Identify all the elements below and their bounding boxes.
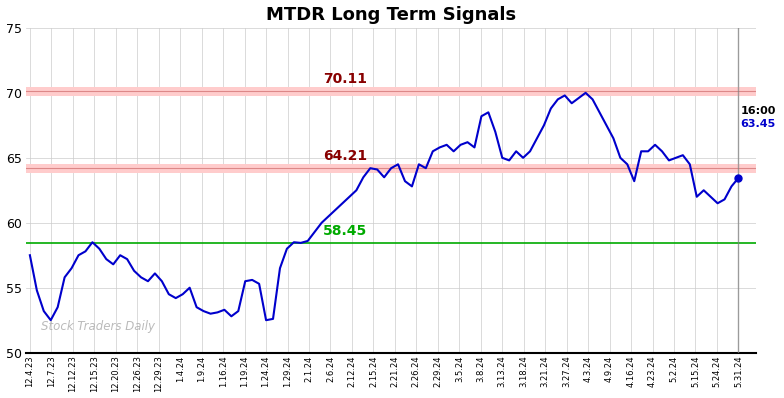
Text: 70.11: 70.11 xyxy=(323,72,367,86)
Text: Stock Traders Daily: Stock Traders Daily xyxy=(41,320,155,333)
Text: 16:00: 16:00 xyxy=(741,106,776,116)
Text: 63.45: 63.45 xyxy=(741,119,775,129)
Text: 64.21: 64.21 xyxy=(323,149,367,163)
Title: MTDR Long Term Signals: MTDR Long Term Signals xyxy=(266,6,516,23)
Text: 58.45: 58.45 xyxy=(322,224,367,238)
Bar xyxy=(27,164,756,173)
Bar xyxy=(27,87,756,96)
